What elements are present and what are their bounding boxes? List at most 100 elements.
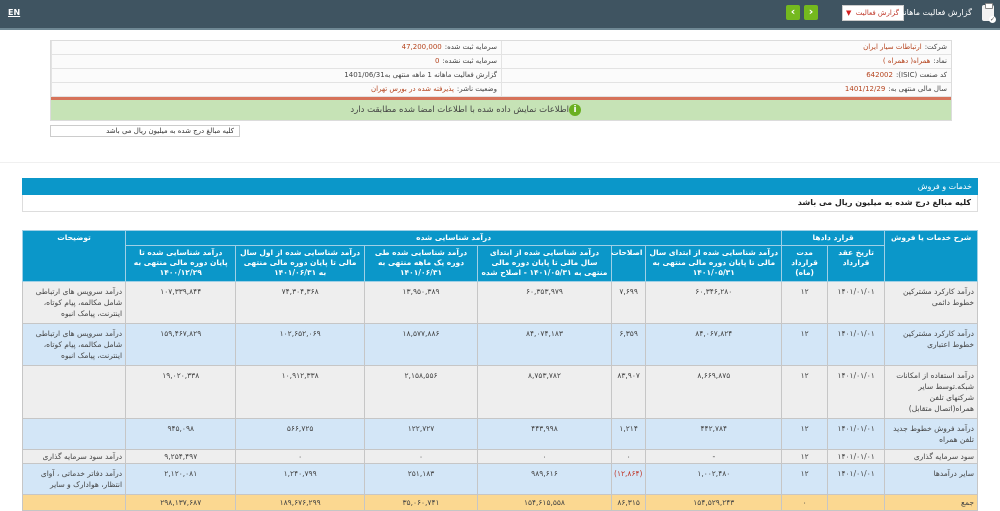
cell-adjust: ۷,۶۹۹: [610, 281, 647, 324]
cell-month: ۲۵۱,۱۸۳: [363, 463, 479, 495]
cell-ytd: ۱۸۹,۶۷۶,۲۹۹: [235, 494, 365, 511]
table-total-row: جمع ۰ ۱۵۴,۵۲۹,۲۴۳ ۸۶,۳۱۵ ۱۵۴,۶۱۵,۵۵۸ ۳۵,…: [21, 494, 978, 511]
header-adjusted: درآمد شناسایی شده از ابتدای سال مالی تا …: [477, 245, 612, 282]
cell-start: ۸۴,۰۶۷,۸۲۴: [645, 323, 783, 366]
cell-notes: درآمد سود سرمایه گذاری: [21, 449, 127, 464]
header-contract-duration: مدت قرارداد (ماه): [781, 245, 829, 282]
header-month: درآمد شناسایی شده طی دوره یک ماهه منتهی …: [363, 245, 479, 282]
cell-ytd: ۱۰,۹۱۲,۳۳۸: [235, 365, 365, 419]
report-type-value: گزارش فعالیت: [855, 9, 899, 17]
isic-value: 642002: [866, 71, 893, 79]
next-button[interactable]: ›: [804, 5, 818, 20]
cell-prev: ۲,۱۲۰,۰۸۱: [125, 463, 237, 495]
cell-notes: درآمد دفاتر خدماتی ، آوای انتظار، هوادار…: [21, 463, 127, 495]
verification-message: اطلاعات نمایش داده شده با اطلاعات امضا ش…: [350, 105, 569, 115]
cell-month: ۲,۱۵۸,۵۵۶: [363, 365, 479, 419]
table-row: درآمد استفاده از امکانات شبکه.توسط سایر …: [21, 365, 978, 419]
cell-prev: ۹۴۵,۰۹۸: [125, 418, 237, 450]
section-title: خدمات و فروش: [22, 178, 978, 195]
table-row: درآمد فروش خطوط جدید تلفن همراه ۱۴۰۱/۰۱/…: [21, 418, 978, 450]
info-row: شرکت:ارتباطات سیار ایران سرمایه ثبت شده:…: [51, 41, 951, 55]
header-start-to-0531: درآمد شناسایی شده از ابتدای سال مالی تا …: [645, 245, 783, 282]
cell-start: ۴۴۲,۷۸۴: [645, 418, 783, 450]
info-row: کد صنعت (ISIC):642002 گزارش فعالیت ماهان…: [51, 69, 951, 83]
clipboard-check-icon: [982, 3, 996, 23]
cell-desc: سود سرمایه گذاری: [884, 449, 978, 464]
cell-desc: سایر درآمدها: [884, 463, 978, 495]
cell-prev: ۲۹۸,۱۳۷,۶۸۷: [125, 494, 237, 511]
cell-ytd: ۷۴,۳۰۴,۳۶۸: [235, 281, 365, 324]
cell-notes: [21, 418, 127, 450]
cell-prev: ۱۵۹,۴۶۷,۸۲۹: [125, 323, 237, 366]
fiscal-year-label: سال مالی منتهی به:: [888, 85, 947, 93]
cell-ytd: ۵۶۶,۷۲۵: [235, 418, 365, 450]
cell-desc: درآمد کارکرد مشترکین خطوط اعتباری: [884, 323, 978, 366]
cell-date: ۱۴۰۱/۰۱/۰۱: [827, 323, 886, 366]
chevron-down-icon: ▼: [846, 9, 852, 17]
symbol-value: همراه( دهمراه ): [882, 57, 931, 65]
cell-prev: ۹,۲۵۴,۴۹۷: [125, 449, 237, 464]
registered-capital-value: 47,200,000: [401, 43, 442, 51]
cell-adjusted: ۰: [477, 449, 612, 464]
unregistered-capital-field: سرمایه ثبت نشده:0: [51, 55, 501, 68]
report-period-value: 1401/06/31: [344, 71, 385, 79]
cell-prev: ۱۹,۰۲۰,۳۳۸: [125, 365, 237, 419]
cell-desc: درآمد کارکرد مشترکین خطوط دائمی: [884, 281, 978, 324]
cell-adjust: ۸۶,۳۱۵: [610, 494, 647, 511]
cell-notes: [21, 494, 127, 511]
cell-ytd: ۱,۲۴۰,۷۹۹: [235, 463, 365, 495]
report-period-label: گزارش فعالیت ماهانه 1 ماهه منتهی به: [384, 71, 497, 79]
cell-duration: ۱۲: [781, 418, 829, 450]
fiscal-year-value: 1401/12/29: [844, 85, 886, 93]
table-row: سود سرمایه گذاری ۱۴۰۱/۰۱/۰۱ ۱۲ - ۰ ۰ ۰ ۰…: [21, 449, 978, 464]
top-bar: EN ‹ › ▼ گزارش فعالیت گزارش فعالیت ماهان…: [0, 0, 1000, 30]
cell-date: [827, 494, 886, 511]
cell-date: ۱۴۰۱/۰۱/۰۱: [827, 449, 886, 464]
language-toggle[interactable]: EN: [8, 8, 21, 17]
cell-notes: درآمد سرویس های ارتباطی شامل مکالمه، پیا…: [21, 281, 127, 324]
cell-duration: ۱۲: [781, 449, 829, 464]
table-row: درآمد کارکرد مشترکین خطوط اعتباری ۱۴۰۱/۰…: [21, 323, 978, 366]
cell-adjusted: ۸۴,۰۷۴,۱۸۳: [477, 323, 612, 366]
header-ytd: درآمد شناسایی شده از اول سال مالی تا پای…: [235, 245, 365, 282]
header-notes: توضیحات: [21, 230, 127, 282]
cell-month: ۰: [363, 449, 479, 464]
table-row: درآمد کارکرد مشترکین خطوط دائمی ۱۴۰۱/۰۱/…: [21, 281, 978, 324]
unregistered-capital-label: سرمایه ثبت نشده:: [442, 57, 497, 65]
cell-desc: درآمد فروش خطوط جدید تلفن همراه: [884, 418, 978, 450]
cell-ytd: ۰: [235, 449, 365, 464]
services-sales-table: شرح خدمات یا فروش قرارد دادها درآمد شناس…: [21, 230, 978, 511]
fiscal-year-field: سال مالی منتهی به:1401/12/29: [501, 83, 951, 96]
services-sales-section: خدمات و فروش کلیه مبالغ درج شده به میلیو…: [22, 178, 978, 212]
header-contract-date: تاریخ عقد قرارداد: [827, 245, 886, 282]
company-info-panel: شرکت:ارتباطات سیار ایران سرمایه ثبت شده:…: [50, 40, 952, 121]
cell-start: -: [645, 449, 783, 464]
isic-label: کد صنعت (ISIC):: [895, 71, 947, 79]
cell-notes: [21, 365, 127, 419]
cell-start: ۸,۶۶۹,۸۷۵: [645, 365, 783, 419]
company-value: ارتباطات سیار ایران: [863, 43, 922, 51]
cell-adjust: ۰: [610, 449, 647, 464]
cell-adjusted: ۹۸۹,۶۱۶: [477, 463, 612, 495]
info-row: سال مالی منتهی به:1401/12/29 وضعیت ناشر:…: [51, 83, 951, 97]
isic-field: کد صنعت (ISIC):642002: [501, 69, 951, 82]
publisher-status-label: وضعیت ناشر:: [456, 85, 497, 93]
cell-adjust: ۱,۲۱۴: [610, 418, 647, 450]
cell-ytd: ۱۰۲,۶۵۲,۰۶۹: [235, 323, 365, 366]
report-type-select[interactable]: ▼ گزارش فعالیت: [842, 5, 904, 21]
company-label: شرکت:: [924, 43, 947, 51]
cell-adjust: (۱۲,۸۶۴): [610, 463, 647, 495]
info-icon: i: [569, 104, 581, 116]
cell-date: ۱۴۰۱/۰۱/۰۱: [827, 281, 886, 324]
cell-date: ۱۴۰۱/۰۱/۰۱: [827, 463, 886, 495]
cell-date: ۱۴۰۱/۰۱/۰۱: [827, 418, 886, 450]
symbol-field: نماد:همراه( دهمراه ): [501, 55, 951, 68]
cell-desc: درآمد استفاده از امکانات شبکه.توسط سایر …: [884, 365, 978, 419]
cell-adjusted: ۱۵۴,۶۱۵,۵۵۸: [477, 494, 612, 511]
cell-prev: ۱۰۷,۳۳۹,۸۴۴: [125, 281, 237, 324]
cell-adjusted: ۸,۷۵۳,۷۸۲: [477, 365, 612, 419]
unregistered-capital-value: 0: [434, 57, 440, 65]
info-row: نماد:همراه( دهمراه ) سرمایه ثبت نشده:0: [51, 55, 951, 69]
section-units-note: کلیه مبالغ درج شده به میلیون ریال می باش…: [22, 195, 978, 212]
prev-button[interactable]: ‹: [786, 5, 800, 20]
